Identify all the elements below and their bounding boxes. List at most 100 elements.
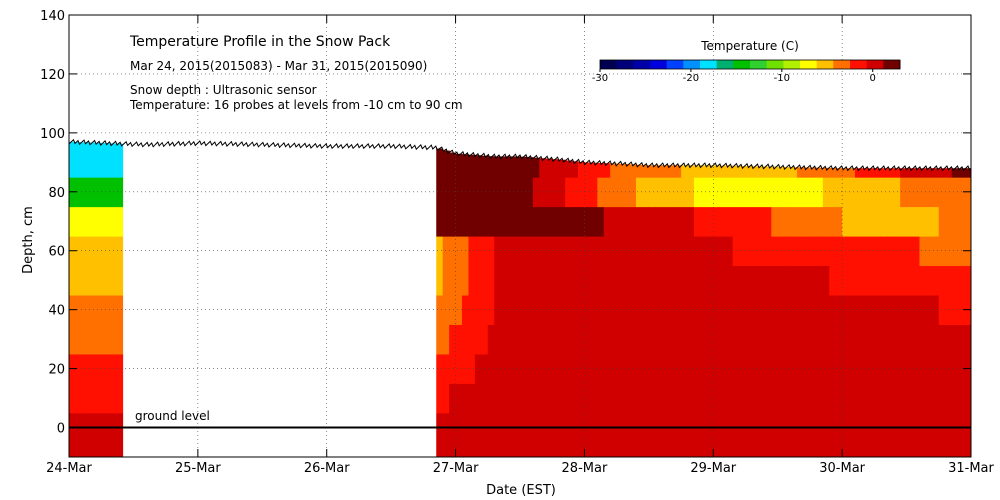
heatmap-cell [674, 206, 682, 237]
heatmap-cell [623, 294, 631, 325]
heatmap-cell [571, 324, 579, 355]
heatmap-cell [880, 324, 888, 355]
heatmap-cell [114, 353, 122, 384]
heatmap-cell [745, 353, 753, 384]
heatmap-cell [81, 265, 89, 296]
colorbar-swatch [750, 60, 768, 69]
heatmap-cell [790, 177, 798, 208]
heatmap-cell [655, 265, 663, 296]
heatmap-cell [532, 294, 540, 325]
heatmap-cell [577, 294, 586, 325]
heatmap-cell [107, 143, 115, 178]
heatmap-cell [842, 353, 850, 384]
heatmap-cell [565, 206, 573, 237]
heatmap-cell [69, 141, 77, 178]
heatmap-cell [745, 294, 753, 325]
heatmap-cell [661, 294, 669, 325]
heatmap-cell [739, 383, 747, 414]
heatmap-cell [809, 265, 817, 296]
heatmap-cell [951, 206, 959, 237]
heatmap-cell [900, 177, 908, 208]
heatmap-cell [809, 442, 817, 457]
heatmap-cell [69, 383, 77, 414]
heatmap-cell [919, 383, 927, 414]
heatmap-cell [474, 155, 482, 178]
heatmap-cell [745, 383, 753, 414]
heatmap-cell [520, 177, 528, 208]
heatmap-cell [507, 353, 515, 384]
heatmap-cell [94, 383, 102, 414]
heatmap-cell [713, 177, 721, 208]
heatmap-cell [597, 324, 605, 355]
heatmap-cell [797, 353, 805, 384]
colorbar-swatch [800, 60, 818, 69]
heatmap-cell [648, 177, 656, 208]
heatmap-cell [951, 324, 959, 355]
heatmap-cell [513, 383, 521, 414]
heatmap-cell [945, 383, 953, 414]
heatmap-cell [565, 442, 573, 457]
heatmap-cell [655, 383, 663, 414]
heatmap-cell [114, 324, 122, 355]
heatmap-cell [861, 442, 869, 457]
heatmap-cell [687, 442, 695, 457]
heatmap-cell [951, 236, 959, 267]
heatmap-cell [668, 383, 676, 414]
heatmap-cell [449, 236, 457, 267]
colorbar-swatch [816, 60, 834, 69]
heatmap-cell [687, 265, 695, 296]
heatmap-cell [758, 166, 766, 178]
heatmap-cell [861, 265, 869, 296]
heatmap-cell [706, 383, 714, 414]
heatmap-cell [642, 294, 650, 325]
heatmap-cell [848, 383, 856, 414]
colorbar-swatch [883, 60, 901, 69]
heatmap-cell [597, 383, 605, 414]
heatmap-cell [623, 383, 631, 414]
heatmap-cell [816, 167, 824, 178]
heatmap-cell [764, 353, 772, 384]
heatmap-cell [81, 442, 89, 457]
heatmap-cell [75, 206, 83, 237]
heatmap-cell [855, 168, 863, 178]
heatmap-cell [571, 161, 579, 178]
heatmap-cell [635, 353, 644, 384]
heatmap-cell [867, 177, 875, 208]
heatmap-cell [584, 294, 592, 325]
heatmap-cell [758, 383, 766, 414]
heatmap-cell [913, 265, 921, 296]
heatmap-cell [951, 383, 959, 414]
heatmap-cell [829, 168, 837, 178]
heatmap-cell [462, 383, 470, 414]
heatmap-cell [751, 166, 759, 178]
heatmap-cell [487, 383, 495, 414]
heatmap-cell [94, 142, 102, 178]
heatmap-cell [635, 383, 644, 414]
heatmap-cell [101, 143, 109, 178]
heatmap-cell [75, 294, 83, 325]
heatmap-cell [893, 324, 901, 355]
heatmap-cell [539, 353, 547, 384]
heatmap-cell [75, 383, 83, 414]
heatmap-cell [442, 353, 450, 384]
heatmap-cell [861, 206, 869, 237]
heatmap-cell [449, 177, 457, 208]
note-snow-depth: Snow depth : Ultrasonic sensor [130, 83, 317, 97]
heatmap-cell [75, 353, 83, 384]
heatmap-cell [474, 324, 482, 355]
heatmap-cell [610, 163, 618, 178]
heatmap-cell [674, 383, 682, 414]
heatmap-cell [494, 353, 502, 384]
heatmap-cell [577, 265, 586, 296]
heatmap-cell [803, 265, 811, 296]
heatmap-cell [867, 265, 875, 296]
heatmap-cell [565, 177, 573, 208]
heatmap-cell [661, 324, 669, 355]
heatmap-cell [674, 165, 682, 178]
heatmap-cell [69, 265, 77, 296]
heatmap-cell [803, 167, 811, 178]
heatmap-cell [603, 324, 611, 355]
heatmap-cell [532, 206, 540, 237]
heatmap-cell [88, 206, 96, 237]
heatmap-cell [648, 442, 656, 457]
